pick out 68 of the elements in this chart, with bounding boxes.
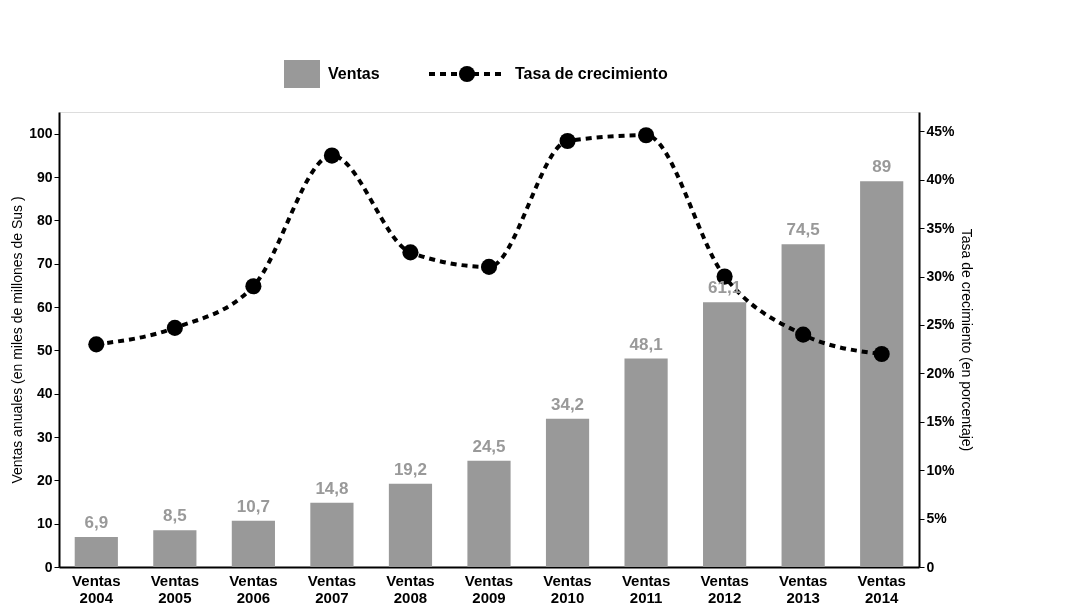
data-label: 24,5 bbox=[472, 436, 506, 456]
bar bbox=[781, 244, 825, 567]
point bbox=[638, 127, 655, 144]
y2-tick-label: 40% bbox=[926, 171, 956, 188]
y2-tick-label: 0 bbox=[926, 558, 935, 575]
x-tick-label: Ventas 2006 bbox=[229, 571, 278, 606]
point bbox=[88, 336, 105, 353]
y-axis-title: Ventas anuales (en miles de millones de Sus ) bbox=[9, 196, 26, 484]
x-tick-label: Ventas 2005 bbox=[150, 571, 200, 606]
bar bbox=[860, 181, 904, 567]
bar bbox=[467, 460, 511, 567]
y-tick-label: 0 bbox=[44, 558, 53, 575]
x-tick-label: Ventas 2011 bbox=[621, 571, 671, 606]
y-tick-label: 40 bbox=[36, 385, 53, 402]
y2-tick-label: 30% bbox=[926, 268, 956, 285]
x-tick-label: Ventas 2009 bbox=[464, 571, 514, 606]
y-tick-label: 50 bbox=[36, 341, 53, 358]
data-label: 6,9 bbox=[84, 513, 109, 533]
y-tick-label: 60 bbox=[36, 298, 53, 315]
data-label: 19,2 bbox=[393, 459, 428, 479]
y2-tick-label: 35% bbox=[926, 219, 956, 236]
point bbox=[166, 319, 183, 336]
legend-label: Ventas bbox=[328, 65, 380, 82]
y2-tick-label: 45% bbox=[926, 122, 956, 139]
data-label: 10,7 bbox=[236, 496, 270, 516]
bar bbox=[703, 302, 747, 567]
bar bbox=[545, 418, 590, 567]
x-tick-label: Ventas 2014 bbox=[857, 571, 906, 606]
point bbox=[559, 133, 576, 150]
y-tick-label: 20 bbox=[36, 471, 53, 488]
bar bbox=[310, 502, 354, 567]
y-tick-label: 30 bbox=[36, 428, 53, 445]
bar bbox=[624, 358, 668, 567]
bar bbox=[388, 483, 433, 567]
data-label: 8,5 bbox=[163, 506, 187, 526]
y2-tick-label: 15% bbox=[926, 413, 956, 430]
y2-tick-label: 25% bbox=[926, 316, 956, 333]
y2-axis-title: Tasa de crecimiento (en porcentaje) bbox=[958, 228, 975, 452]
y-tick-label: 70 bbox=[36, 255, 53, 272]
y2-tick-label: 5% bbox=[926, 510, 948, 527]
x-tick-label: Ventas 2013 bbox=[778, 571, 828, 606]
x-tick-label: Ventas 2008 bbox=[386, 571, 435, 606]
bar bbox=[231, 520, 275, 567]
y2-tick-label: 20% bbox=[926, 364, 956, 381]
point bbox=[245, 278, 262, 295]
point bbox=[480, 258, 498, 275]
x-tick-label: Ventas 2004 bbox=[72, 571, 121, 606]
point bbox=[323, 147, 340, 164]
data-label: 89 bbox=[872, 157, 892, 177]
y-tick-label: 90 bbox=[36, 168, 53, 185]
point bbox=[873, 345, 890, 363]
bar bbox=[74, 537, 118, 567]
x-tick-label: Ventas 2010 bbox=[543, 571, 592, 606]
y-tick-label: 10 bbox=[36, 515, 53, 532]
data-label: 61,1 bbox=[708, 278, 742, 298]
data-label: 74,5 bbox=[786, 220, 820, 240]
bar bbox=[153, 530, 197, 567]
data-label: 14,8 bbox=[315, 478, 349, 498]
y-tick-label: 100 bbox=[29, 125, 53, 142]
data-label: 34,2 bbox=[550, 394, 585, 414]
data-label: 48,1 bbox=[629, 334, 663, 354]
x-tick-label: Ventas 2012 bbox=[700, 571, 749, 606]
point bbox=[402, 244, 419, 261]
y2-tick-label: 10% bbox=[926, 461, 956, 478]
x-tick-label: Ventas 2007 bbox=[307, 571, 357, 606]
legend-label: Tasa de crecimiento bbox=[515, 65, 668, 82]
y-tick-label: 80 bbox=[36, 211, 53, 228]
point bbox=[795, 326, 812, 343]
